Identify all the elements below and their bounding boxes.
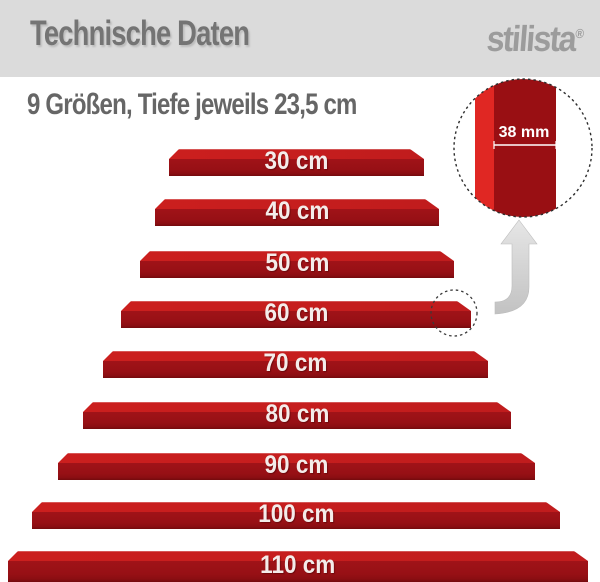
shelf-size-text: 90 cm (264, 451, 329, 479)
header-band: Technische Daten stilista® (0, 0, 600, 77)
sizes-subtitle: 9 Größen, Tiefe jeweils 23,5 cm (27, 88, 439, 122)
shelf-front-face (155, 209, 439, 226)
page-title: Technische Daten (30, 14, 311, 54)
shelf-bar-30cm: 30 cm (169, 147, 424, 176)
shelf-front-face (32, 512, 560, 529)
shelf-size-label: 50 cm (140, 249, 454, 277)
shelf-top-face (58, 453, 535, 463)
brand-logo: stilista® (476, 18, 586, 60)
shelf-size-label: 110 cm (8, 550, 588, 581)
shelf-size-label: 80 cm (83, 400, 511, 428)
sizes-subtitle-text: 9 Größen, Tiefe jeweils 23,5 cm (27, 88, 357, 121)
shelf-size-text: 70 cm (263, 349, 328, 377)
shelf-top-face (155, 199, 439, 209)
shelf-size-text: 40 cm (265, 197, 329, 225)
shelf-bar-50cm: 50 cm (140, 249, 454, 278)
shelf-bar-100cm: 100 cm (32, 500, 560, 529)
shelf-bar-60cm: 60 cm (121, 299, 471, 328)
page-title-text: Technische Daten (30, 14, 250, 53)
shelf-bar-80cm: 80 cm (83, 400, 511, 429)
shelf-size-label: 100 cm (32, 500, 560, 528)
shelf-top-face (121, 301, 471, 311)
shelf-top-face (8, 551, 588, 561)
shelf-size-label: 70 cm (103, 349, 488, 377)
shelf-front-face (169, 159, 424, 176)
shelf-size-text: 100 cm (257, 500, 335, 528)
shelf-top-face (103, 351, 488, 361)
shelf-front-face (58, 463, 535, 480)
magnifier-background (454, 79, 592, 217)
brand-logo-text: stilista® (485, 18, 586, 59)
shelf-bar-70cm: 70 cm (103, 349, 488, 378)
shelf-size-text: 30 cm (264, 147, 329, 175)
shelf-front-face (83, 412, 511, 429)
shelf-size-text: 110 cm (260, 551, 336, 579)
zoom-arrow-icon (494, 219, 538, 315)
shelf-bar-40cm: 40 cm (155, 197, 439, 226)
shelf-size-text: 60 cm (264, 299, 328, 327)
shelf-size-text: 50 cm (265, 249, 329, 277)
registered-mark: ® (575, 26, 586, 41)
shelf-top-face (83, 402, 511, 412)
magnifier-circle-outline (453, 78, 593, 218)
shelf-edge-front-strip (475, 79, 494, 217)
shelf-top-face (169, 149, 424, 159)
magnified-shelf-edge: 38 mm (454, 79, 592, 217)
shelf-size-label: 30 cm (169, 147, 424, 175)
shelf-top-face (32, 502, 560, 512)
shelf-front-face (121, 311, 471, 328)
shelf-bar-90cm: 90 cm (58, 451, 535, 480)
shelf-size-label: 90 cm (58, 451, 535, 479)
shelf-edge-side-face (494, 79, 556, 217)
shelf-size-text: 80 cm (265, 400, 329, 428)
shelf-front-face (140, 261, 454, 278)
shelf-front-face (103, 361, 488, 378)
shelf-size-label: 60 cm (121, 299, 471, 327)
shelf-top-face (140, 251, 454, 261)
shelf-front-face (8, 561, 588, 582)
shelf-size-label: 40 cm (155, 197, 439, 225)
thickness-value-label: 38 mm (499, 124, 550, 141)
shelf-bar-110cm: 110 cm (8, 551, 588, 582)
